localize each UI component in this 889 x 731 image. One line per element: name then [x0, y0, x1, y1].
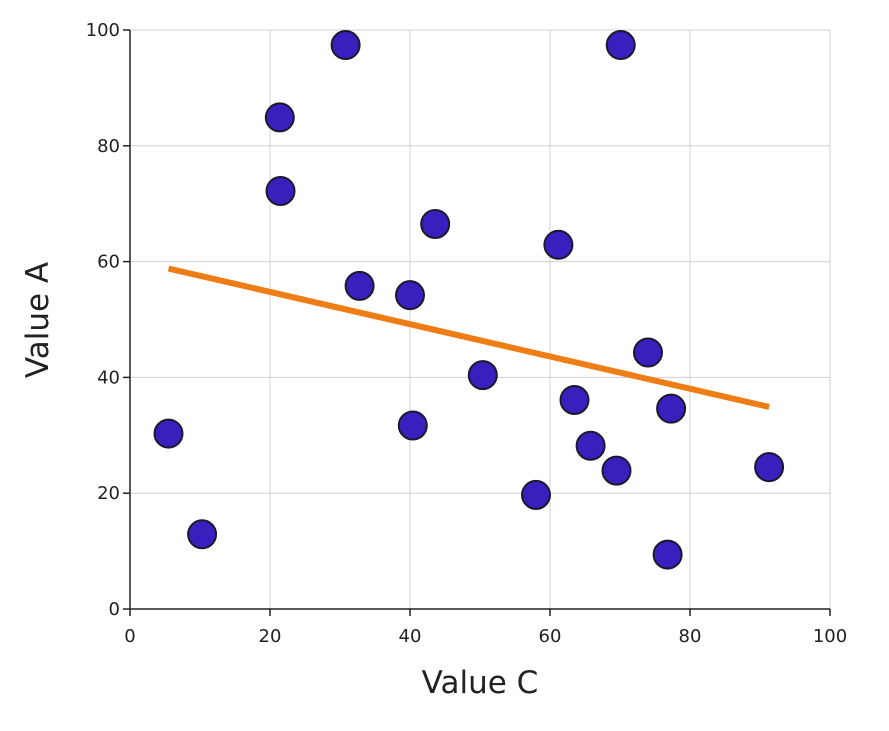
x-tick-label: 60: [539, 626, 562, 647]
x-tick-label: 80: [679, 626, 702, 647]
data-point: [575, 430, 606, 461]
y-tick-label: 20: [97, 483, 120, 504]
grid: [129, 29, 831, 610]
data-point: [467, 360, 498, 391]
data-point: [543, 229, 574, 260]
data-point: [420, 208, 451, 239]
data-point: [265, 175, 296, 206]
data-point: [397, 410, 428, 441]
y-axis-label: Value A: [20, 262, 56, 378]
y-tick-label: 0: [109, 599, 120, 620]
data-point: [656, 393, 687, 424]
data-point: [559, 384, 590, 415]
data-point: [344, 270, 375, 301]
data-points: [153, 30, 785, 570]
x-axis-ticks: 0 20 40 60 80 100: [124, 609, 847, 647]
y-axis-ticks: 0 20 40 60 80 100: [86, 20, 130, 620]
data-point: [330, 30, 361, 61]
data-point: [264, 102, 295, 133]
y-tick-label: 80: [97, 136, 120, 157]
y-tick-label: 40: [97, 367, 120, 388]
data-point: [521, 479, 551, 510]
data-point: [754, 452, 785, 483]
data-point: [605, 30, 636, 61]
x-tick-label: 100: [813, 626, 847, 647]
data-point: [187, 519, 218, 550]
x-tick-label: 20: [259, 626, 282, 647]
data-point: [395, 280, 425, 311]
data-point: [652, 539, 683, 570]
data-point: [153, 418, 184, 449]
y-tick-label: 100: [86, 20, 120, 41]
axes: [129, 30, 830, 610]
data-point: [601, 455, 632, 486]
x-tick-label: 40: [399, 626, 422, 647]
x-tick-label: 0: [124, 626, 135, 647]
x-axis-label: Value C: [422, 665, 539, 701]
y-tick-label: 60: [97, 252, 120, 273]
data-point: [633, 337, 663, 368]
trend-line: [167, 265, 770, 410]
